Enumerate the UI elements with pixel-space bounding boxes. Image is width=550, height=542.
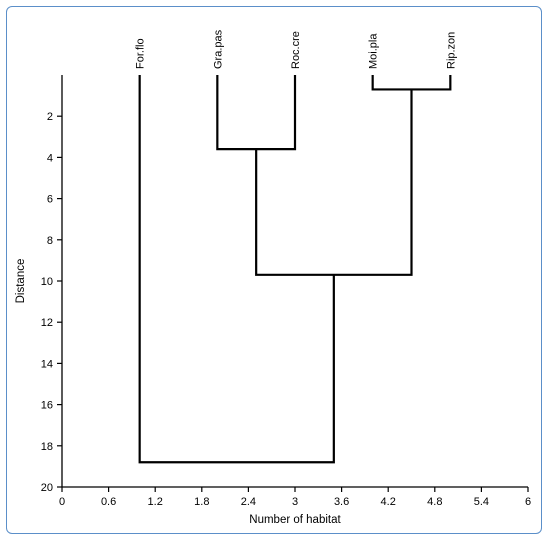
- x-tick-label: 4.2: [381, 496, 396, 508]
- x-axis-title: Number of habitat: [249, 514, 341, 526]
- y-tick-label: 6: [47, 194, 53, 206]
- x-tick-label: 0.6: [101, 496, 116, 508]
- x-tick-label: 2.4: [241, 496, 256, 508]
- y-tick-label: 10: [41, 276, 53, 288]
- x-tick-label: 5.4: [474, 496, 489, 508]
- leaf-label: Rip.zon: [445, 32, 457, 69]
- y-tick-label: 2: [47, 111, 53, 123]
- y-axis-title: Distance: [15, 259, 27, 304]
- y-tick-label: 8: [47, 235, 53, 247]
- y-tick-label: 20: [41, 482, 53, 494]
- y-tick-label: 4: [47, 152, 53, 164]
- dendrogram-link: [216, 75, 297, 151]
- dendrogram-link: [138, 75, 335, 464]
- x-tick-label: 0: [59, 496, 65, 508]
- leaf-label: Moi.pla: [368, 33, 380, 69]
- x-tick-label: 4.8: [427, 496, 442, 508]
- leaf-label: Roc.cre: [290, 31, 302, 69]
- x-tick-label: 1.2: [148, 496, 163, 508]
- y-tick-label: 16: [41, 400, 53, 412]
- x-tick-label: 6: [525, 496, 531, 508]
- leaf-label: Gra.pas: [212, 29, 224, 69]
- axes: 0 0.6 1.2 1.8 2.4 3 3.6 4.2 4.8 5.4 6 2 4 6 8 10 12 14 16 1…: [41, 75, 531, 508]
- dendrogram-links: [138, 75, 452, 464]
- dendrogram-link: [255, 89, 413, 276]
- leaf-labels: For.flo Gra.pas Roc.cre Moi.pla Rip.zon: [135, 29, 458, 69]
- dendrogram-link: [371, 75, 452, 91]
- leaf-label: For.flo: [135, 38, 147, 69]
- x-tick-label: 3: [292, 496, 298, 508]
- chart-frame: [6, 6, 542, 534]
- x-tick-label: 3.6: [334, 496, 349, 508]
- y-tick-label: 18: [41, 441, 53, 453]
- y-tick-label: 14: [41, 358, 53, 370]
- y-tick-label: 12: [41, 317, 53, 329]
- x-tick-label: 1.8: [194, 496, 209, 508]
